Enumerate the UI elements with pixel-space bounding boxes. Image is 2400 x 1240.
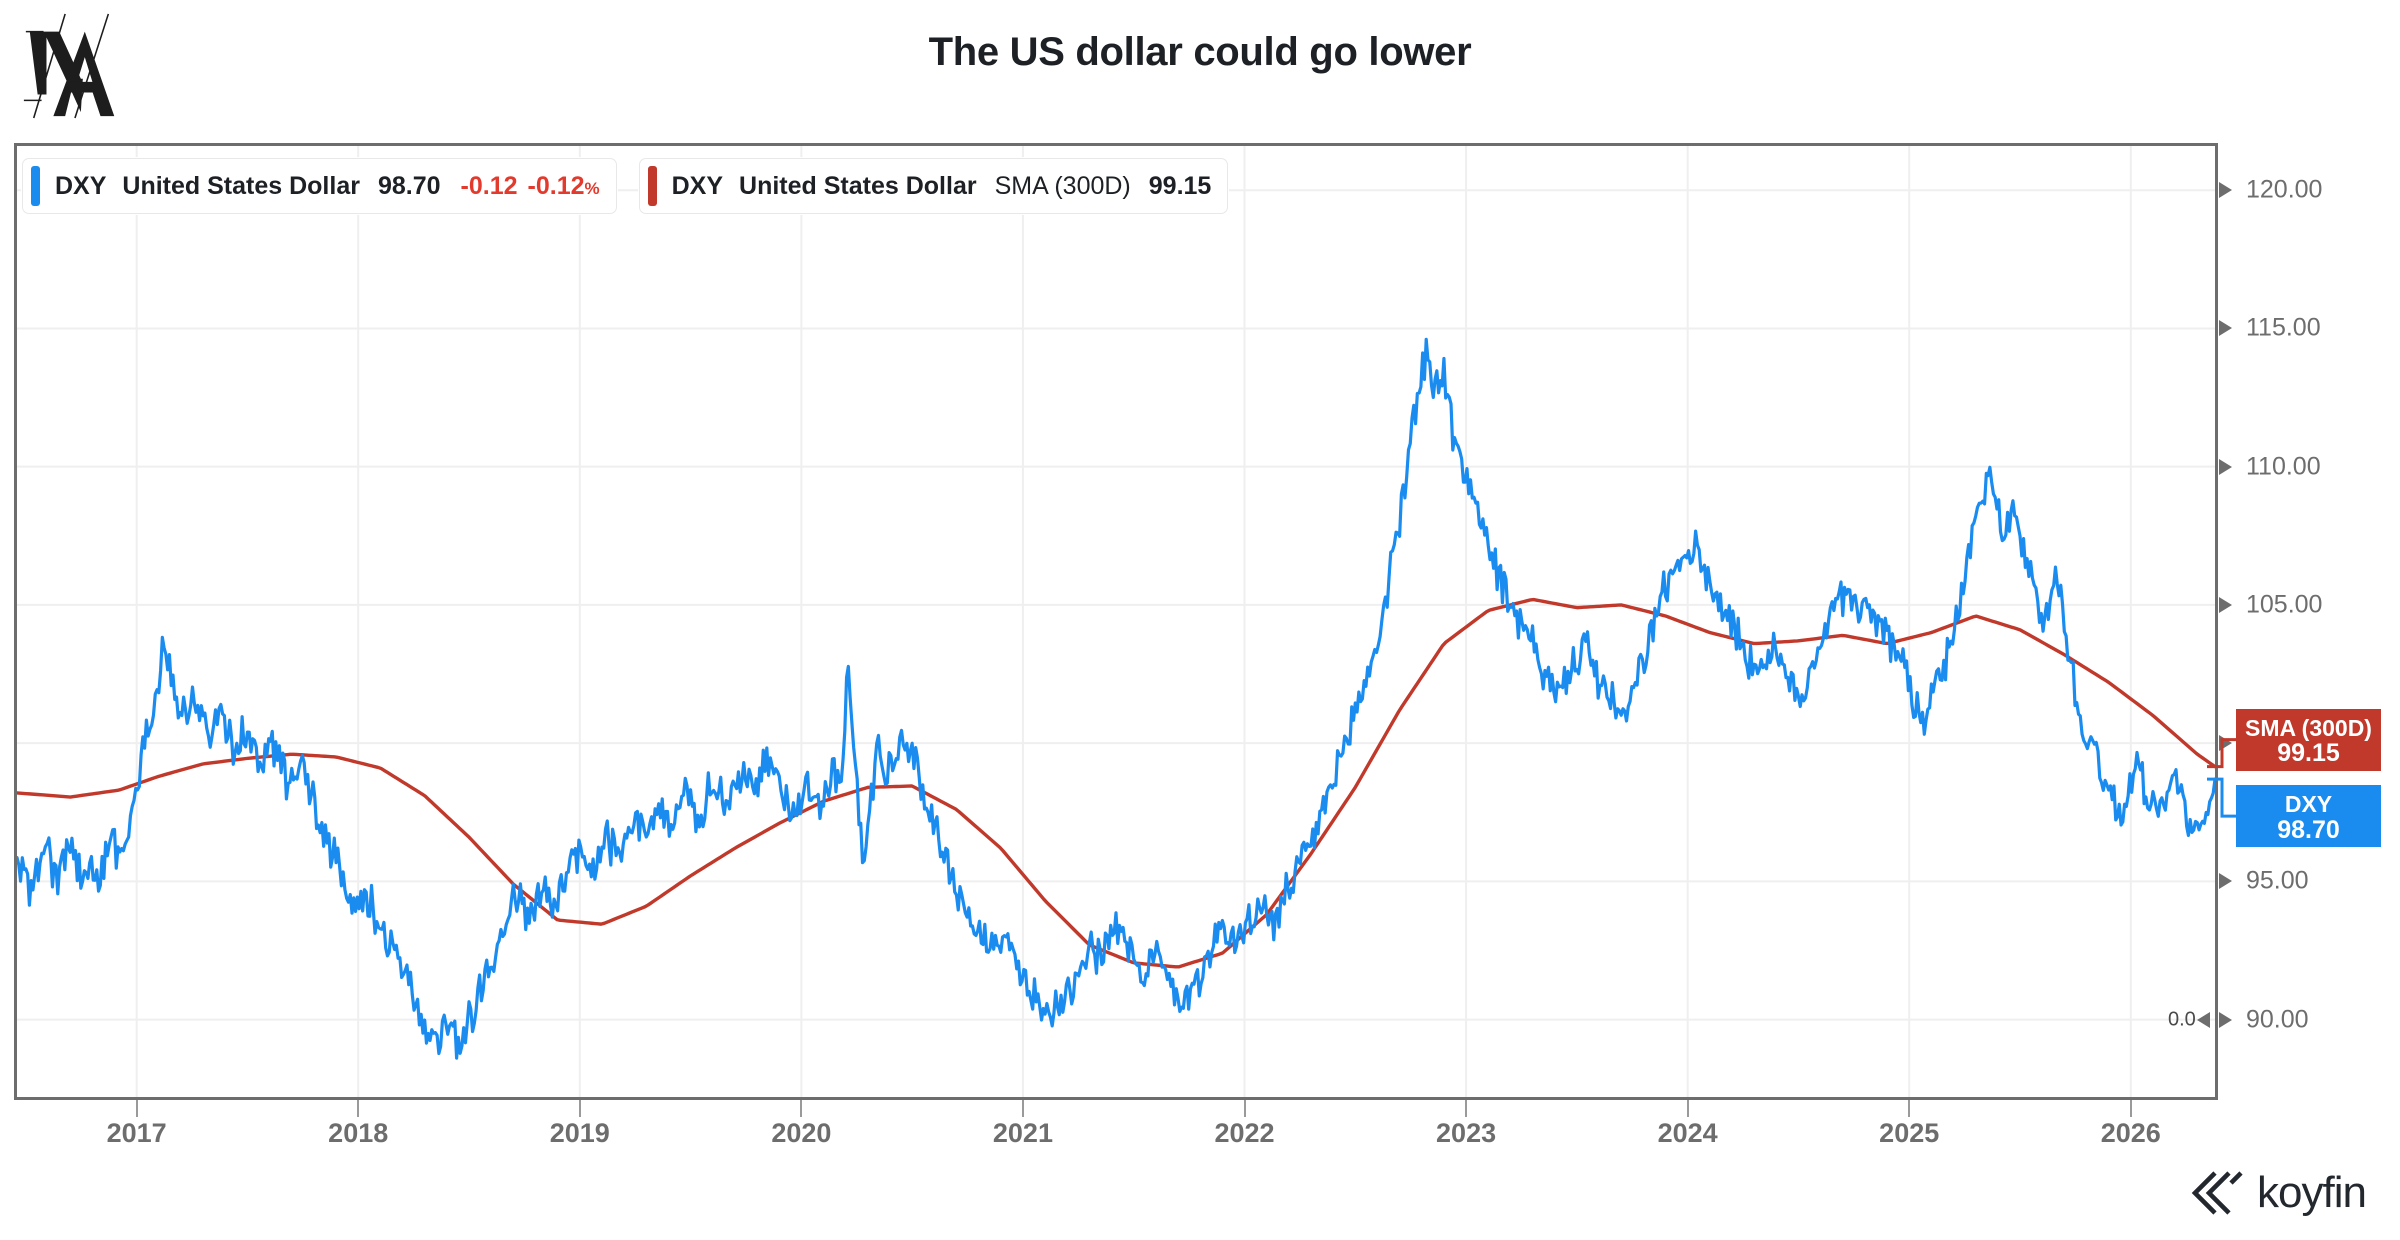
legend-indicator-name: SMA (300D) [994,171,1131,200]
legend-ticker: DXY [55,171,107,200]
secondary-axis-zero-arrow [2197,1011,2210,1028]
chart-plot-area[interactable] [14,143,2218,1100]
x-axis-tick-mark [578,1100,581,1117]
legend-security-name: United States Dollar [122,171,360,200]
x-axis-tick-label: 2024 [1657,1118,1718,1148]
x-axis-tick-label: 2025 [1879,1118,1940,1148]
price-badge-dxy[interactable]: DXY 98.70 [2236,785,2381,848]
x-axis-tick-label: 2021 [992,1118,1053,1148]
legend-color-swatch [647,166,657,206]
x-axis-tick-mark [1465,1100,1468,1117]
legend-percent-sign: % [584,178,600,198]
y-axis-tick-label: 90.00 [2246,1005,2309,1034]
x-axis-tick-mark [1686,1100,1689,1117]
y-axis-tick-label: 115.00 [2246,313,2321,342]
x-axis-tick-mark [800,1100,803,1117]
legend-change-percent: -0.12% [527,171,600,200]
price-badge-sma[interactable]: SMA (300D) 99.15 [2236,708,2381,771]
y-axis-tick-label: 105.00 [2246,590,2323,619]
price-badge-value: 98.70 [2277,815,2340,844]
legend-text-group: DXY United States Dollar 98.70 -0.12 -0.12% [55,172,600,201]
x-axis-tick-mark [135,1100,138,1117]
x-axis-tick-label: 2026 [2100,1118,2161,1148]
y-axis-tick-arrow-icon [2219,458,2232,475]
x-axis-tick-label: 2019 [549,1118,610,1148]
ma-monogram-logo [14,10,132,120]
sma-300d-line [17,597,2215,969]
dxy-price-line [17,337,2215,1060]
y-axis-tick-arrow-icon [2219,1011,2232,1028]
legend-item-sma[interactable]: DXY United States Dollar SMA (300D) 99.15 [638,158,1229,214]
y-axis-tick-label: 110.00 [2246,452,2321,481]
y-axis-tick-arrow-icon [2219,320,2232,337]
price-badge-label: SMA (300D) [2245,714,2372,741]
x-axis-tick-label: 2023 [1436,1118,1497,1148]
x-axis-tick-label: 2020 [771,1118,832,1148]
koyfin-chevron-icon [2191,1171,2243,1215]
x-axis-tick-label: 2022 [1214,1118,1275,1148]
secondary-axis-zero-label: 0.0 [2168,1008,2196,1031]
legend-ticker: DXY [671,171,724,200]
legend-text-group: DXY United States Dollar SMA (300D) 99.15 [672,172,1212,201]
x-axis-tick-mark [2129,1100,2132,1117]
price-badge-label: DXY [2284,791,2333,818]
y-axis-tick-arrow-icon [2219,182,2232,199]
chart-canvas [17,146,2215,1097]
y-axis-tick-arrow-icon [2219,596,2232,613]
legend-change-absolute: -0.12 [460,171,518,200]
vertical-gridlines [135,146,2132,1097]
legend-security-name: United States Dollar [739,171,977,200]
y-axis-tick-arrow-icon [2219,873,2232,890]
x-axis-tick-mark [1021,1100,1024,1117]
legend-last-price: 98.70 [377,171,441,200]
page-title: The US dollar could go lower [928,30,1472,74]
koyfin-watermark: koyfin [2191,1168,2367,1218]
legend-color-swatch [31,166,40,206]
koyfin-wordmark: koyfin [2257,1168,2367,1217]
x-axis-tick-mark [357,1100,360,1117]
horizontal-gridlines [17,189,2215,1021]
x-axis-tick-mark [1908,1100,1911,1117]
legend-last-price: 99.15 [1148,171,1212,200]
chart-legend: DXY United States Dollar 98.70 -0.12 -0.12% D… [22,158,1229,214]
y-axis-tick-arrow-icon [2219,735,2232,752]
x-axis-tick-mark [1243,1100,1246,1117]
legend-item-price[interactable]: DXY United States Dollar 98.70 -0.12 -0.12% [22,158,617,214]
price-badge-value: 99.15 [2277,739,2340,768]
x-axis-tick-label: 2018 [328,1118,389,1148]
x-axis-tick-label: 2017 [106,1118,167,1148]
y-axis-tick-label: 120.00 [2246,175,2323,204]
y-axis-tick-label: 95.00 [2246,866,2309,895]
chart-svg [17,146,2215,1097]
